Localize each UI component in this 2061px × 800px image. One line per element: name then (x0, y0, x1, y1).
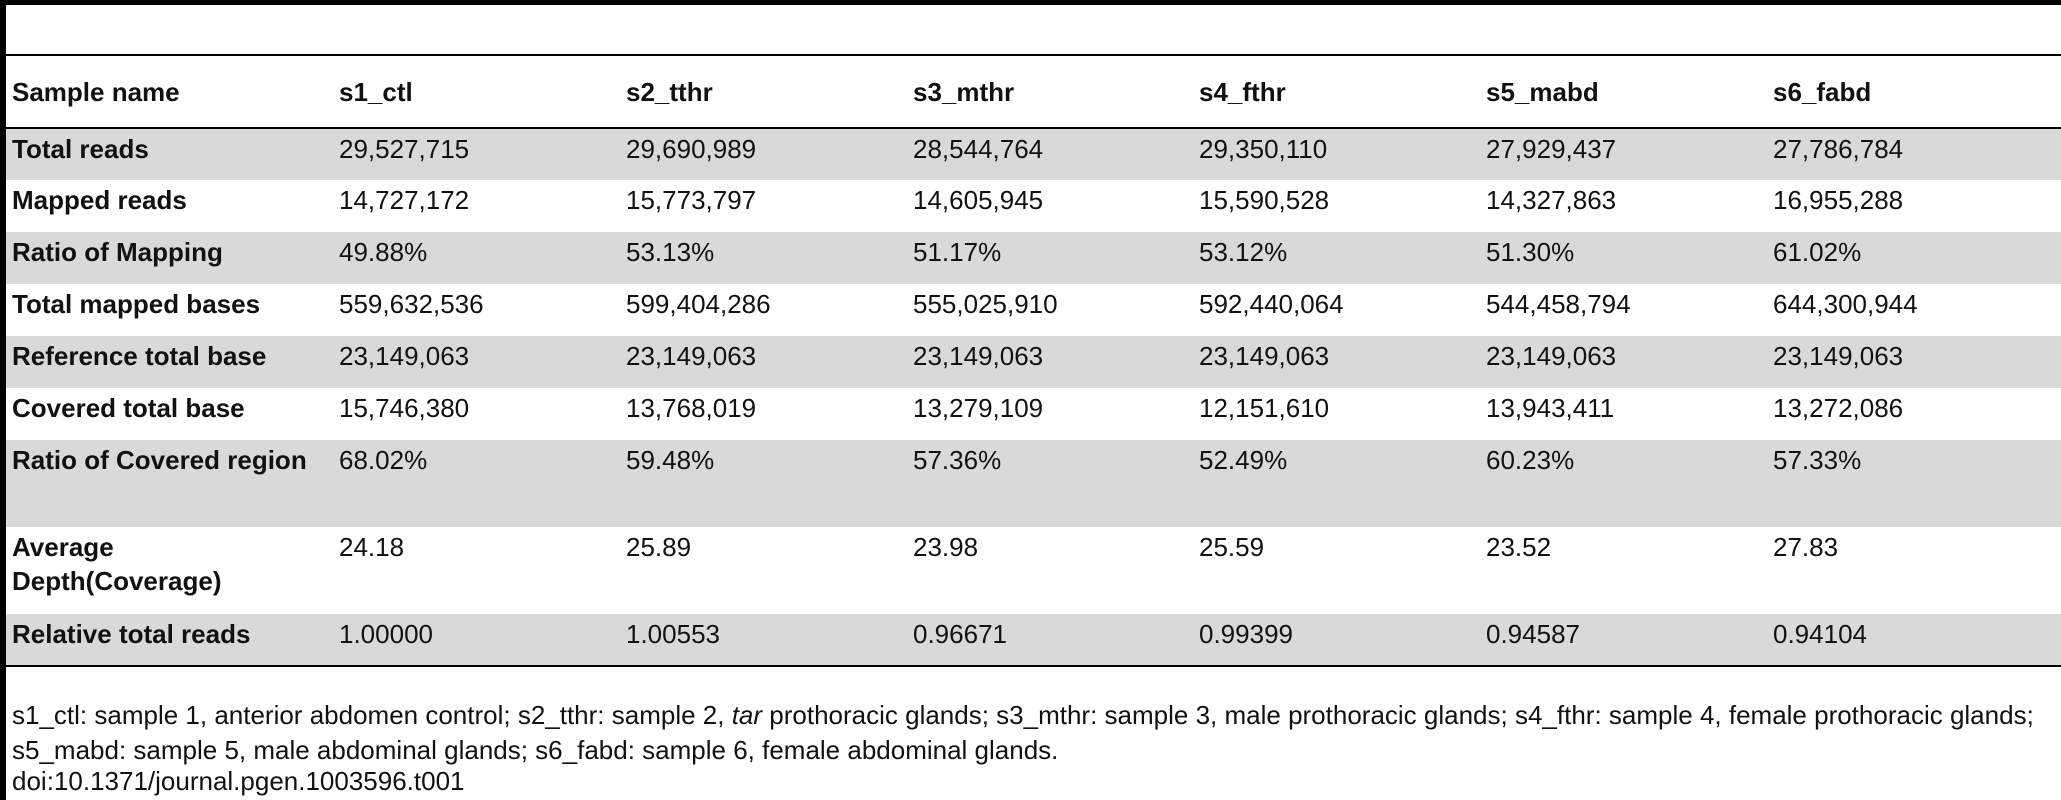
header-cell-s1: s1_ctl (333, 56, 620, 129)
table-row: Mapped reads 14,727,172 15,773,797 14,60… (6, 180, 2061, 232)
table-cell: 25.89 (626, 532, 692, 562)
table-cell: 559,632,536 (339, 289, 484, 319)
header-cell-sample-name: Sample name (6, 56, 333, 129)
row-label: Ratio of Covered region (6, 440, 333, 527)
table-cell: 27,786,784 (1767, 128, 2061, 180)
table-cell: 23,149,063 (333, 336, 620, 388)
table-cell: 23,149,063 (1480, 336, 1767, 388)
header-row: Sample name s1_ctl s2_tthr s3_mthr s4_ft… (6, 56, 2061, 129)
table-cell: 28,544,764 (907, 128, 1193, 180)
table-cell: 57.36% (907, 440, 1193, 527)
table-cell: 13,279,109 (913, 393, 1044, 423)
table-row: Total mapped bases 559,632,536 599,404,2… (6, 284, 2061, 336)
table-cell: 57.33% (1767, 440, 2061, 527)
table-cell: 27,929,437 (1480, 128, 1767, 180)
table-cell: 23.52 (1486, 532, 1552, 562)
table-cell: 0.94587 (1480, 614, 1767, 667)
table-cell: 60.23% (1480, 440, 1767, 527)
table-cell: 599,404,286 (626, 289, 771, 319)
table-cell: 0.96671 (907, 614, 1193, 667)
table-cell: 15,746,380 (339, 393, 470, 423)
table-row: Relative total reads 1.00000 1.00553 0.9… (6, 614, 2061, 667)
row-label: Covered total base (12, 393, 245, 423)
top-border (0, 0, 2061, 5)
table-cell: 51.30% (1480, 232, 1767, 284)
sequencing-stats-table: Sample name s1_ctl s2_tthr s3_mthr s4_ft… (6, 56, 2061, 667)
left-border (0, 0, 6, 800)
footnote-italic-term: tar (731, 700, 763, 730)
table-cell: 14,327,863 (1486, 185, 1617, 215)
table-cell: 23,149,063 (620, 336, 907, 388)
table-cell: 555,025,910 (913, 289, 1058, 319)
table-cell: 29,690,989 (620, 128, 907, 180)
table-cell: 1.00553 (620, 614, 907, 667)
table-cell: 25.59 (1199, 532, 1265, 562)
table-cell: 23,149,063 (1767, 336, 2061, 388)
table-cell: 1.00000 (333, 614, 620, 667)
header-cell-s2: s2_tthr (620, 56, 907, 129)
row-label: Mapped reads (12, 185, 187, 215)
table-cell: 544,458,794 (1486, 289, 1631, 319)
table-cell: 61.02% (1767, 232, 2061, 284)
table-cell: 59.48% (620, 440, 907, 527)
table-cell: 14,727,172 (339, 185, 470, 215)
table-cell: 53.12% (1193, 232, 1480, 284)
table-cell: 27.83 (1773, 532, 1839, 562)
table-footnote: s1_ctl: sample 1, anterior abdomen contr… (12, 698, 2057, 768)
table-cell: 15,590,528 (1199, 185, 1330, 215)
table-cell: 14,605,945 (913, 185, 1044, 215)
table-cell: 29,527,715 (333, 128, 620, 180)
row-label: Average Depth(Coverage) (12, 532, 222, 596)
table-row: Covered total base 15,746,380 13,768,019… (6, 388, 2061, 440)
table-cell: 23,149,063 (907, 336, 1193, 388)
table-cell: 0.99399 (1193, 614, 1480, 667)
table-cell: 13,768,019 (626, 393, 757, 423)
table-cell: 13,943,411 (1486, 393, 1615, 423)
row-label: Total reads (6, 128, 333, 180)
table-cell: 68.02% (333, 440, 620, 527)
table-cell: 53.13% (620, 232, 907, 284)
table-cell: 24.18 (339, 532, 405, 562)
header-cell-s6: s6_fabd (1767, 56, 2061, 129)
table-cell: 0.94104 (1767, 614, 2061, 667)
table-row: Ratio of Covered region 68.02% 59.48% 57… (6, 440, 2061, 527)
row-label: Relative total reads (6, 614, 333, 667)
table-cell: 23.98 (913, 532, 979, 562)
doi-reference: doi:10.1371/journal.pgen.1003596.t001 (12, 766, 465, 796)
table-row: Total reads 29,527,715 29,690,989 28,544… (6, 128, 2061, 180)
table-cell: 51.17% (907, 232, 1193, 284)
row-label: Ratio of Mapping (6, 232, 333, 284)
table-cell: 12,151,610 (1199, 393, 1330, 423)
header-cell-s5: s5_mabd (1480, 56, 1767, 129)
table-cell: 29,350,110 (1193, 128, 1480, 180)
footnote-text-part2: prothoracic glands; s3_mthr: sample 3, m… (12, 700, 2034, 765)
footnote-text-part1: s1_ctl: sample 1, anterior abdomen contr… (12, 700, 732, 730)
table-cell: 49.88% (333, 232, 620, 284)
header-cell-s4: s4_fthr (1193, 56, 1480, 129)
table-cell: 52.49% (1193, 440, 1480, 527)
table-cell: 16,955,288 (1773, 185, 1904, 215)
table-cell: 13,272,086 (1773, 393, 1904, 423)
row-label: Total mapped bases (12, 289, 261, 319)
table-row: Average Depth(Coverage) 24.18 25.89 23.9… (6, 527, 2061, 614)
table-cell: 23,149,063 (1193, 336, 1480, 388)
row-label: Reference total base (6, 336, 333, 388)
table-container: Sample name s1_ctl s2_tthr s3_mthr s4_ft… (6, 54, 2061, 667)
table-cell: 15,773,797 (626, 185, 757, 215)
header-cell-s3: s3_mthr (907, 56, 1193, 129)
table-cell: 592,440,064 (1199, 289, 1344, 319)
table-cell: 644,300,944 (1773, 289, 1918, 319)
table-row: Reference total base 23,149,063 23,149,0… (6, 336, 2061, 388)
table-row: Ratio of Mapping 49.88% 53.13% 51.17% 53… (6, 232, 2061, 284)
